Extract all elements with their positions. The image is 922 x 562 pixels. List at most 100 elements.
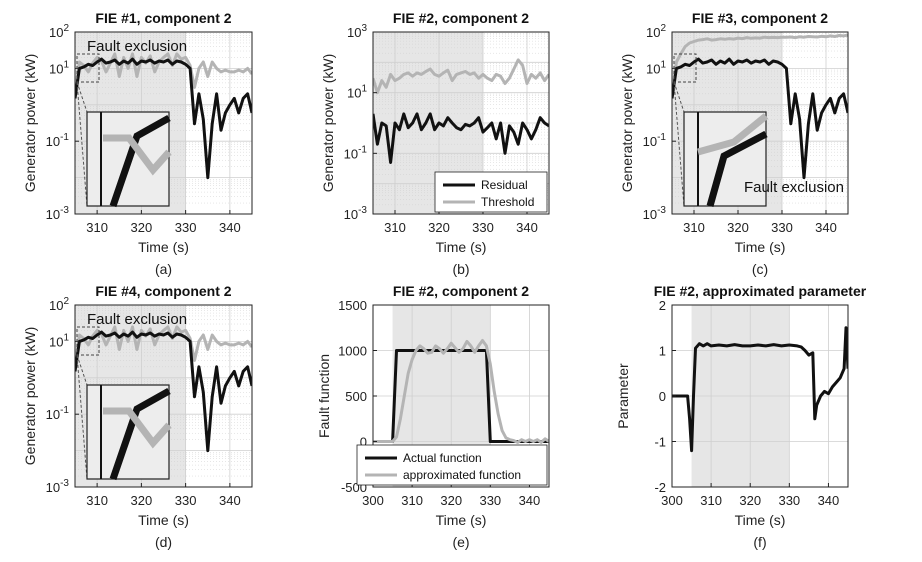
axes-box xyxy=(74,304,253,488)
axes-box xyxy=(372,31,550,215)
chart-title: FIE #4, component 2 xyxy=(95,283,231,299)
x-tick-label: 340 xyxy=(818,493,840,508)
panel-caption: (a) xyxy=(155,261,172,277)
x-tick-label: 330 xyxy=(472,220,494,235)
x-tick-label: 310 xyxy=(700,493,722,508)
panel-caption: (c) xyxy=(752,261,768,277)
series-group xyxy=(75,325,252,453)
x-axis-label: Time (s) xyxy=(138,512,189,528)
x-axis-label: Time (s) xyxy=(138,239,189,255)
x-tick-label: 340 xyxy=(219,493,241,508)
y-tick-label: 102 xyxy=(49,296,69,313)
panel-caption: (d) xyxy=(155,534,172,550)
chart-title: FIE #2, component 2 xyxy=(393,283,529,299)
y-tick-label: 102 xyxy=(646,23,666,40)
y-tick-label: 10-1 xyxy=(46,132,70,149)
y-axis-label: Generator power (kW) xyxy=(619,54,635,192)
y-tick-label: 101 xyxy=(347,84,367,101)
inset-threshold-line xyxy=(697,113,769,156)
series-line-threshold xyxy=(75,52,252,95)
panel-caption: (b) xyxy=(452,261,469,277)
chart-panel-2: 310 320 330 340 10-3 10-1 101 103 FIE #2, compon… xyxy=(320,10,550,277)
inset-residual-line xyxy=(109,114,171,208)
y-tick-label: 102 xyxy=(49,23,69,40)
inset-residual-line xyxy=(706,130,768,207)
series-line-residual xyxy=(75,57,252,180)
y-tick-label: -1 xyxy=(654,435,666,450)
x-tick-label: 340 xyxy=(815,220,837,235)
y-tick-label: 2 xyxy=(659,298,666,313)
axes-box xyxy=(671,31,849,215)
x-tick-label: 330 xyxy=(175,220,197,235)
zoom-connector xyxy=(76,354,88,386)
zoom-source-box xyxy=(673,53,697,83)
legend: Actual function approximated function xyxy=(356,444,548,486)
series-line-residual xyxy=(672,57,848,180)
axes-box xyxy=(74,31,253,215)
x-tick-label: 300 xyxy=(661,493,683,508)
y-tick-label: 101 xyxy=(646,59,666,76)
x-tick-label: 310 xyxy=(86,220,108,235)
legend-label: Actual function xyxy=(403,451,482,465)
y-axis-label: Parameter xyxy=(615,363,631,429)
x-tick-label: 330 xyxy=(778,493,800,508)
legend: Residual Threshold xyxy=(434,171,548,213)
series-group xyxy=(672,33,848,180)
legend-box xyxy=(356,444,548,486)
y-tick-label: 10-1 xyxy=(643,132,667,149)
x-tick-label: 320 xyxy=(440,493,462,508)
y-tick-label: 101 xyxy=(49,59,69,76)
x-tick-label: 310 xyxy=(384,220,406,235)
x-tick-label: 320 xyxy=(131,493,153,508)
inset-residual-line xyxy=(109,387,171,481)
series-line-residual xyxy=(373,112,549,164)
series-line-residual xyxy=(75,330,252,453)
y-tick-label: 1 xyxy=(659,344,666,359)
x-tick-label: 310 xyxy=(86,493,108,508)
series-line-threshold xyxy=(75,325,252,368)
series-group xyxy=(373,58,549,164)
y-tick-label: 500 xyxy=(345,389,367,404)
zoom-source-box xyxy=(76,53,100,83)
zoom-connector xyxy=(673,81,685,113)
chart-title: FIE #2, approximated parameter xyxy=(654,283,867,299)
y-tick-label: 0 xyxy=(659,389,666,404)
series-group xyxy=(373,339,549,444)
series-group xyxy=(672,326,848,453)
x-tick-label: 330 xyxy=(479,493,501,508)
fault-exclusion-label: Fault exclusion xyxy=(87,38,187,55)
y-tick-label: 103 xyxy=(347,23,367,40)
zoom-connector xyxy=(673,81,685,207)
zoom-connector xyxy=(76,354,88,480)
x-tick-label: 320 xyxy=(739,493,761,508)
x-tick-label: 340 xyxy=(516,220,538,235)
chart-title: FIE #1, component 2 xyxy=(95,10,231,26)
x-tick-label: 320 xyxy=(131,220,153,235)
panel-caption: (e) xyxy=(452,534,469,550)
y-tick-label: 10-1 xyxy=(344,144,368,161)
y-tick-label: 1000 xyxy=(338,344,367,359)
y-axis-label: Generator power (kW) xyxy=(320,54,336,192)
x-axis-label: Time (s) xyxy=(436,239,487,255)
zoom-connector xyxy=(76,81,88,207)
x-tick-label: 330 xyxy=(771,220,793,235)
legend-label: Residual xyxy=(481,178,528,192)
x-tick-label: 340 xyxy=(519,493,541,508)
x-tick-label: 320 xyxy=(727,220,749,235)
inset-threshold-line xyxy=(103,407,172,449)
zoom-connector xyxy=(76,81,88,113)
x-axis-label: Time (s) xyxy=(735,512,786,528)
y-tick-label: 10-3 xyxy=(46,205,70,222)
x-tick-label: 300 xyxy=(362,493,384,508)
chart-panel-3: 310 320 330 340 10-3 10-1 101 102 FIE #3, compon… xyxy=(619,10,849,277)
chart-panel-1: 310 320 330 340 10-3 10-1 101 102 FIE #1, compon… xyxy=(22,10,253,277)
chart-title: FIE #3, component 2 xyxy=(692,10,828,26)
legend-box xyxy=(434,171,548,213)
y-tick-label: 0 xyxy=(360,435,367,450)
x-tick-label: 330 xyxy=(175,493,197,508)
x-tick-label: 310 xyxy=(401,493,423,508)
y-tick-label: -2 xyxy=(654,480,666,495)
y-tick-label: 10-1 xyxy=(46,405,70,422)
